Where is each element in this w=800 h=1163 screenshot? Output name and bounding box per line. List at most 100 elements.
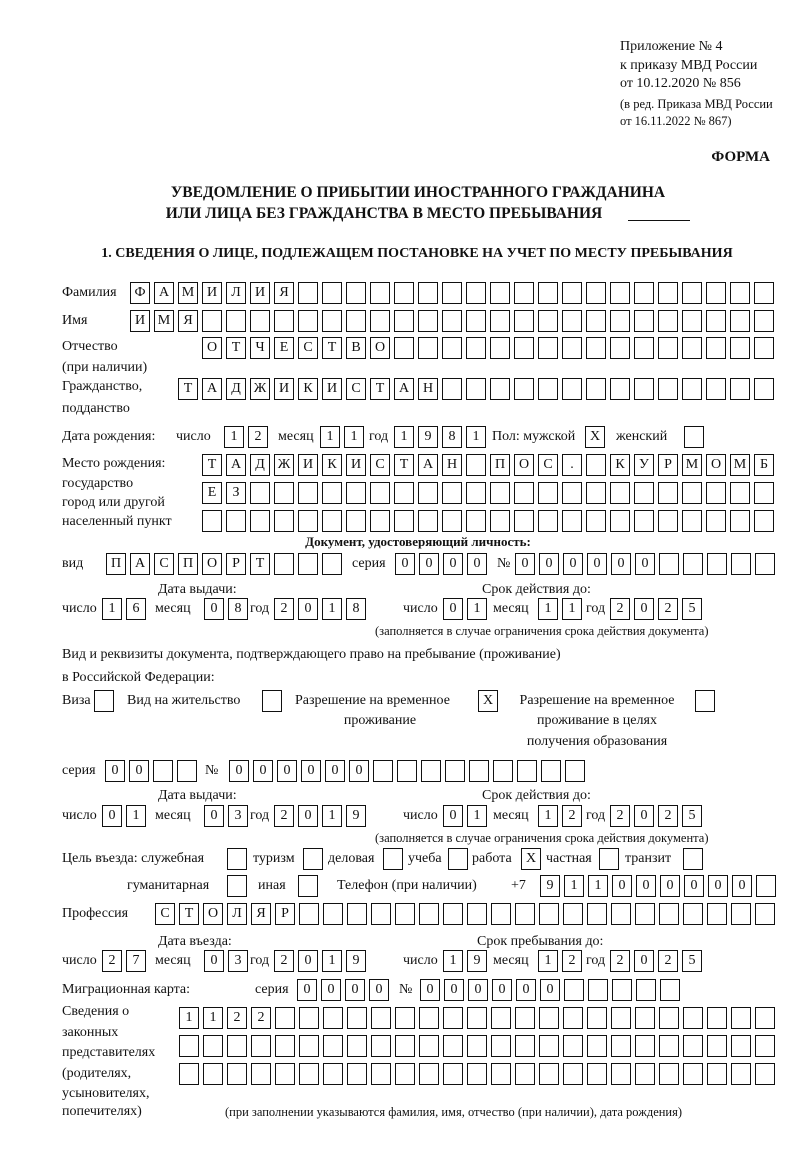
- purpose-study-checkbox[interactable]: [448, 848, 468, 870]
- char-box[interactable]: 1: [562, 598, 582, 620]
- char-box[interactable]: [94, 690, 114, 712]
- char-box[interactable]: Е: [202, 482, 222, 504]
- char-box[interactable]: [466, 510, 486, 532]
- char-box[interactable]: 1: [467, 598, 487, 620]
- char-box[interactable]: 1: [322, 805, 342, 827]
- char-box[interactable]: [275, 1007, 295, 1029]
- char-box[interactable]: 2: [248, 426, 268, 448]
- char-box[interactable]: Т: [202, 454, 222, 476]
- char-box[interactable]: [322, 310, 342, 332]
- char-box[interactable]: С: [538, 454, 558, 476]
- char-box[interactable]: [371, 1035, 391, 1057]
- char-box[interactable]: [707, 1007, 727, 1029]
- char-box[interactable]: [395, 903, 415, 925]
- char-box[interactable]: [730, 378, 750, 400]
- char-box[interactable]: X: [521, 848, 541, 870]
- char-box[interactable]: 0: [204, 598, 224, 620]
- char-box[interactable]: [275, 1035, 295, 1057]
- char-box[interactable]: [684, 426, 704, 448]
- char-box[interactable]: Р: [275, 903, 295, 925]
- char-box[interactable]: [298, 310, 318, 332]
- char-box[interactable]: [564, 979, 584, 1001]
- char-box[interactable]: У: [634, 454, 654, 476]
- char-box[interactable]: 1: [344, 426, 364, 448]
- char-box[interactable]: [754, 310, 774, 332]
- trp-edu-checkbox[interactable]: [695, 690, 715, 712]
- visa-checkbox[interactable]: [94, 690, 114, 712]
- char-box[interactable]: [636, 979, 656, 1001]
- char-box[interactable]: 1: [588, 875, 608, 897]
- char-box[interactable]: 1: [203, 1007, 223, 1029]
- char-box[interactable]: [448, 848, 468, 870]
- char-box[interactable]: 2: [610, 950, 630, 972]
- char-box[interactable]: 0: [516, 979, 536, 1001]
- char-box[interactable]: Р: [226, 553, 246, 575]
- char-box[interactable]: 2: [658, 950, 678, 972]
- char-box[interactable]: [514, 337, 534, 359]
- char-box[interactable]: Я: [178, 310, 198, 332]
- char-box[interactable]: 8: [228, 598, 248, 620]
- char-box[interactable]: 0: [419, 553, 439, 575]
- char-box[interactable]: М: [178, 282, 198, 304]
- char-box[interactable]: 2: [102, 950, 122, 972]
- char-box[interactable]: Т: [394, 454, 414, 476]
- char-box[interactable]: [755, 1007, 775, 1029]
- char-box[interactable]: [562, 337, 582, 359]
- char-box[interactable]: [443, 1007, 463, 1029]
- char-box[interactable]: [707, 903, 727, 925]
- char-box[interactable]: [515, 1035, 535, 1057]
- char-box[interactable]: [491, 1007, 511, 1029]
- char-box[interactable]: [756, 875, 776, 897]
- char-box[interactable]: [298, 553, 318, 575]
- char-box[interactable]: О: [706, 454, 726, 476]
- char-box[interactable]: М: [154, 310, 174, 332]
- char-box[interactable]: [419, 1063, 439, 1085]
- char-box[interactable]: [634, 337, 654, 359]
- char-box[interactable]: [731, 903, 751, 925]
- char-box[interactable]: [730, 510, 750, 532]
- char-box[interactable]: Ж: [274, 454, 294, 476]
- char-box[interactable]: [610, 510, 630, 532]
- char-box[interactable]: [371, 903, 391, 925]
- char-box[interactable]: Т: [226, 337, 246, 359]
- char-box[interactable]: [586, 454, 606, 476]
- char-box[interactable]: 0: [301, 760, 321, 782]
- char-box[interactable]: [610, 337, 630, 359]
- char-box[interactable]: 0: [325, 760, 345, 782]
- char-box[interactable]: [586, 282, 606, 304]
- char-box[interactable]: [491, 903, 511, 925]
- char-box[interactable]: [599, 848, 619, 870]
- char-box[interactable]: X: [585, 426, 605, 448]
- char-box[interactable]: Т: [250, 553, 270, 575]
- char-box[interactable]: [754, 482, 774, 504]
- char-box[interactable]: [323, 1063, 343, 1085]
- char-box[interactable]: [275, 1063, 295, 1085]
- char-box[interactable]: 0: [468, 979, 488, 1001]
- char-box[interactable]: [634, 510, 654, 532]
- char-box[interactable]: 0: [345, 979, 365, 1001]
- char-box[interactable]: [562, 510, 582, 532]
- char-box[interactable]: [683, 848, 703, 870]
- char-box[interactable]: 0: [204, 950, 224, 972]
- char-box[interactable]: [634, 378, 654, 400]
- purpose-other-checkbox[interactable]: [298, 875, 318, 897]
- char-box[interactable]: [419, 1035, 439, 1057]
- char-box[interactable]: [299, 1007, 319, 1029]
- char-box[interactable]: С: [155, 903, 175, 925]
- char-box[interactable]: [394, 310, 414, 332]
- char-box[interactable]: 5: [682, 950, 702, 972]
- char-box[interactable]: [303, 848, 323, 870]
- char-box[interactable]: [373, 760, 393, 782]
- char-box[interactable]: А: [202, 378, 222, 400]
- char-box[interactable]: [469, 760, 489, 782]
- purpose-business-checkbox[interactable]: [383, 848, 403, 870]
- char-box[interactable]: [467, 1063, 487, 1085]
- char-box[interactable]: [682, 378, 702, 400]
- char-box[interactable]: [539, 1035, 559, 1057]
